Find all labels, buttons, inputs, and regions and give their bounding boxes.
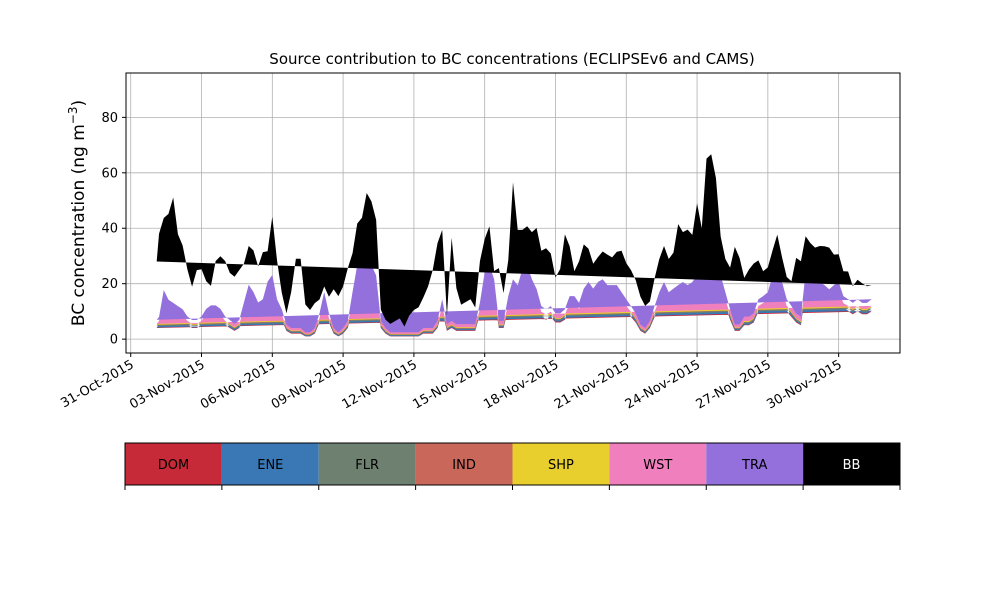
- x-tick-label: 09-Nov-2015: [269, 357, 349, 412]
- y-axis: 0 20 40 60 80: [101, 111, 126, 348]
- legend-label-bb: BB: [843, 458, 861, 473]
- legend-label-dom: DOM: [158, 458, 189, 473]
- legend-label-ene: ENE: [257, 458, 283, 473]
- legend-label-tra: TRA: [741, 458, 767, 473]
- x-axis: 31-Oct-201503-Nov-201506-Nov-201509-Nov-…: [58, 353, 845, 412]
- x-tick-label: 18-Nov-2015: [481, 357, 561, 412]
- y-tick-label: 20: [101, 277, 118, 292]
- y-axis-label-main: BC concentration (ng m: [69, 124, 89, 326]
- plot-frame: [125, 72, 901, 354]
- legend-swatch-wst: [609, 443, 707, 485]
- legend-swatch-shp: [512, 443, 610, 485]
- x-tick-label: 21-Nov-2015: [552, 357, 632, 412]
- x-tick-label: 31-Oct-2015: [58, 357, 136, 411]
- y-axis-label-superscript: −3: [66, 106, 80, 124]
- series-area-tra: [156, 258, 872, 333]
- chart-title: Source contribution to BC concentrations…: [269, 50, 754, 68]
- y-tick-label: 0: [110, 333, 118, 348]
- x-tick-label: 24-Nov-2015: [623, 357, 703, 412]
- series-area-bb: [156, 154, 872, 327]
- x-tick-label: 27-Nov-2015: [694, 357, 774, 412]
- x-tick-label: 03-Nov-2015: [127, 357, 207, 412]
- legend-swatch-tra: [706, 443, 804, 485]
- legend-label-wst: WST: [643, 458, 672, 473]
- y-tick-label: 40: [101, 222, 118, 237]
- legend-swatch-bb: [803, 443, 900, 485]
- y-tick-label: 80: [101, 111, 118, 126]
- y-tick-label: 60: [101, 166, 118, 181]
- legend-swatch-ind: [415, 443, 513, 485]
- legend-label-shp: SHP: [548, 458, 574, 473]
- legend: DOM ENE FLR IND SHP WST TRA BB: [124, 442, 901, 490]
- x-tick-label: 06-Nov-2015: [198, 357, 278, 412]
- stacked-areas: [156, 154, 872, 337]
- y-axis-label-close: ): [69, 100, 89, 107]
- x-tick-label: 12-Nov-2015: [340, 357, 420, 412]
- legend-swatch-flr: [318, 443, 416, 485]
- legend-label-flr: FLR: [355, 458, 379, 473]
- x-tick-label: 15-Nov-2015: [410, 357, 490, 412]
- legend-label-ind: IND: [452, 458, 476, 473]
- legend-swatch-dom: [125, 443, 222, 485]
- x-tick-label: 30-Nov-2015: [764, 357, 844, 412]
- legend-swatch-ene: [221, 443, 319, 485]
- y-axis-label: BC concentration (ng m−3): [66, 100, 89, 326]
